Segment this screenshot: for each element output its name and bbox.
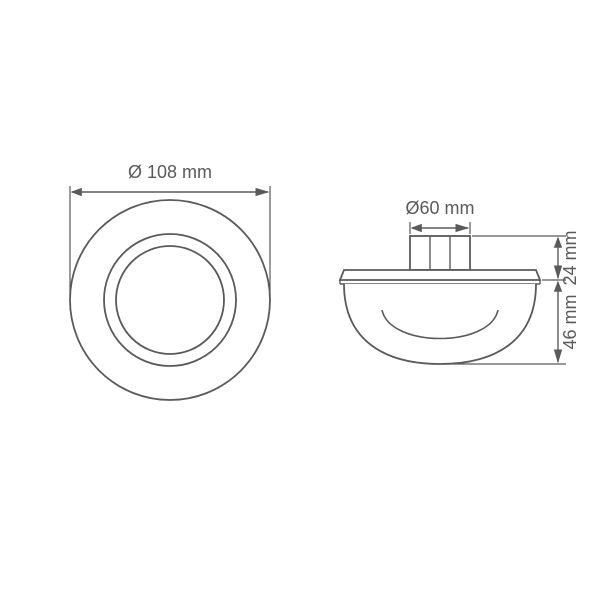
front-view: Ø 108 mm xyxy=(70,162,270,400)
technical-drawing: Ø 108 mm Ø60 mm 24 mm 46 mm xyxy=(0,0,600,600)
dim-height-upper: 24 mm xyxy=(560,230,580,285)
dim-stem-diameter: Ø60 mm xyxy=(405,198,474,218)
side-view: Ø60 mm 24 mm 46 mm xyxy=(340,198,580,364)
dim-front-diameter: Ø 108 mm xyxy=(128,162,212,182)
dim-height-lower: 46 mm xyxy=(560,294,580,349)
